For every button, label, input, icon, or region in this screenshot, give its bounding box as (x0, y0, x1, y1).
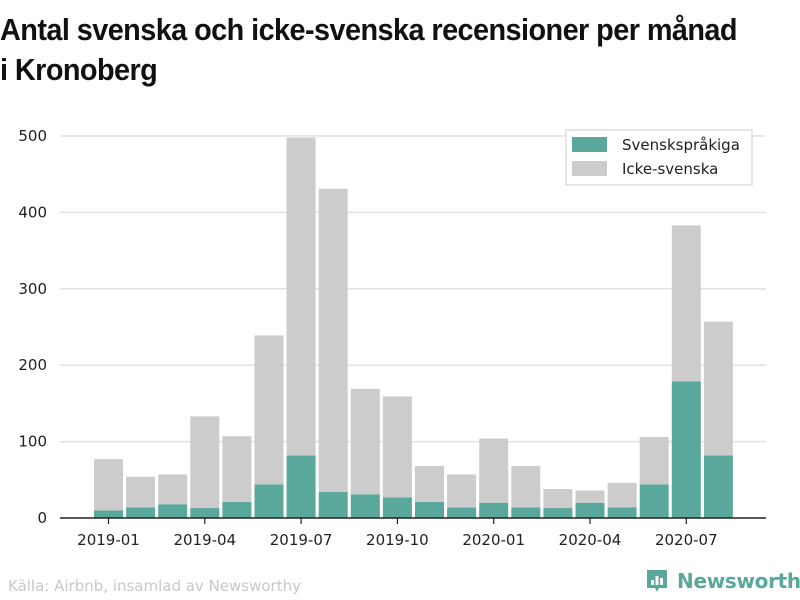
bars (94, 137, 733, 518)
legend-label: Icke-svenska (622, 160, 718, 178)
bar-icke-svenska (543, 488, 573, 509)
y-axis: 0 100 200 300 400 500 (18, 127, 47, 527)
bar-icke-svenska (447, 474, 477, 508)
newsworthy-logo: Newsworthy (645, 568, 800, 594)
bar-icke-svenska (126, 476, 156, 508)
bar-svenskspråkiga (382, 497, 412, 518)
bar-icke-svenska (382, 396, 412, 498)
bar-svenskspråkiga (671, 381, 701, 518)
bar-svenskspråkiga (158, 504, 188, 518)
bar-svenskspråkiga (639, 484, 669, 518)
bar-icke-svenska (511, 466, 541, 508)
y-tick-label: 200 (18, 356, 47, 374)
bar-svenskspråkiga (126, 507, 156, 518)
y-tick-label: 100 (18, 433, 47, 451)
legend-label: Svenskspråkiga (622, 136, 740, 154)
bar-icke-svenska (94, 459, 123, 511)
bar-svenskspråkiga (94, 510, 123, 518)
bar-svenskspråkiga (511, 507, 541, 518)
legend-swatch (572, 137, 607, 152)
bar-icke-svenska (350, 388, 380, 495)
bar-icke-svenska (703, 321, 733, 456)
bar-svenskspråkiga (350, 494, 380, 518)
bar-icke-svenska (158, 474, 188, 505)
logo-icon (647, 570, 667, 592)
bar-svenskspråkiga (703, 455, 733, 518)
bar-icke-svenska (671, 225, 701, 382)
chart-title: Antal svenska och icke-svenska recension… (0, 12, 738, 87)
bar-icke-svenska (639, 437, 669, 485)
bar-svenskspråkiga (254, 484, 284, 518)
bar-svenskspråkiga (607, 507, 637, 518)
bar-icke-svenska (190, 416, 220, 509)
bar-icke-svenska (222, 436, 252, 502)
bar-icke-svenska (607, 482, 637, 508)
legend-swatch (572, 161, 607, 176)
bar-svenskspråkiga (415, 501, 444, 518)
y-tick-label: 400 (18, 203, 47, 221)
bar-svenskspråkiga (543, 508, 573, 518)
x-tick-label: 2020-01 (462, 531, 525, 549)
bar-icke-svenska (318, 188, 348, 493)
bar-icke-svenska (286, 137, 316, 456)
x-tick-label: 2020-07 (655, 531, 718, 549)
bar-svenskspråkiga (479, 502, 509, 518)
bar-icke-svenska (479, 438, 509, 503)
logo-text: Newsworthy (677, 569, 800, 593)
bar-svenskspråkiga (286, 455, 316, 518)
bar-icke-svenska (415, 466, 444, 502)
x-tick-label: 2019-04 (173, 531, 236, 549)
x-tick-label: 2020-04 (559, 531, 622, 549)
x-tick-label: 2019-10 (366, 531, 429, 549)
bar-svenskspråkiga (318, 492, 348, 518)
x-tick-label: 2019-07 (270, 531, 333, 549)
bar-svenskspråkiga (575, 502, 605, 518)
y-tick-label: 0 (37, 509, 47, 527)
x-axis: 2019-01 2019-04 2019-07 2019-10 2020-01 2020-… (60, 517, 766, 549)
legend: Svenskspråkiga Icke-svenska (565, 129, 753, 186)
x-tick-label: 2019-01 (77, 531, 140, 549)
source-note: Källa: Airbnb, insamlad av Newsworthy (8, 577, 301, 595)
bar-svenskspråkiga (447, 507, 477, 518)
y-tick-label: 500 (18, 127, 47, 145)
bar-svenskspråkiga (190, 508, 220, 518)
bar-svenskspråkiga (222, 501, 252, 518)
y-tick-label: 300 (18, 280, 47, 298)
bar-icke-svenska (254, 335, 284, 485)
bar-icke-svenska (575, 490, 605, 503)
